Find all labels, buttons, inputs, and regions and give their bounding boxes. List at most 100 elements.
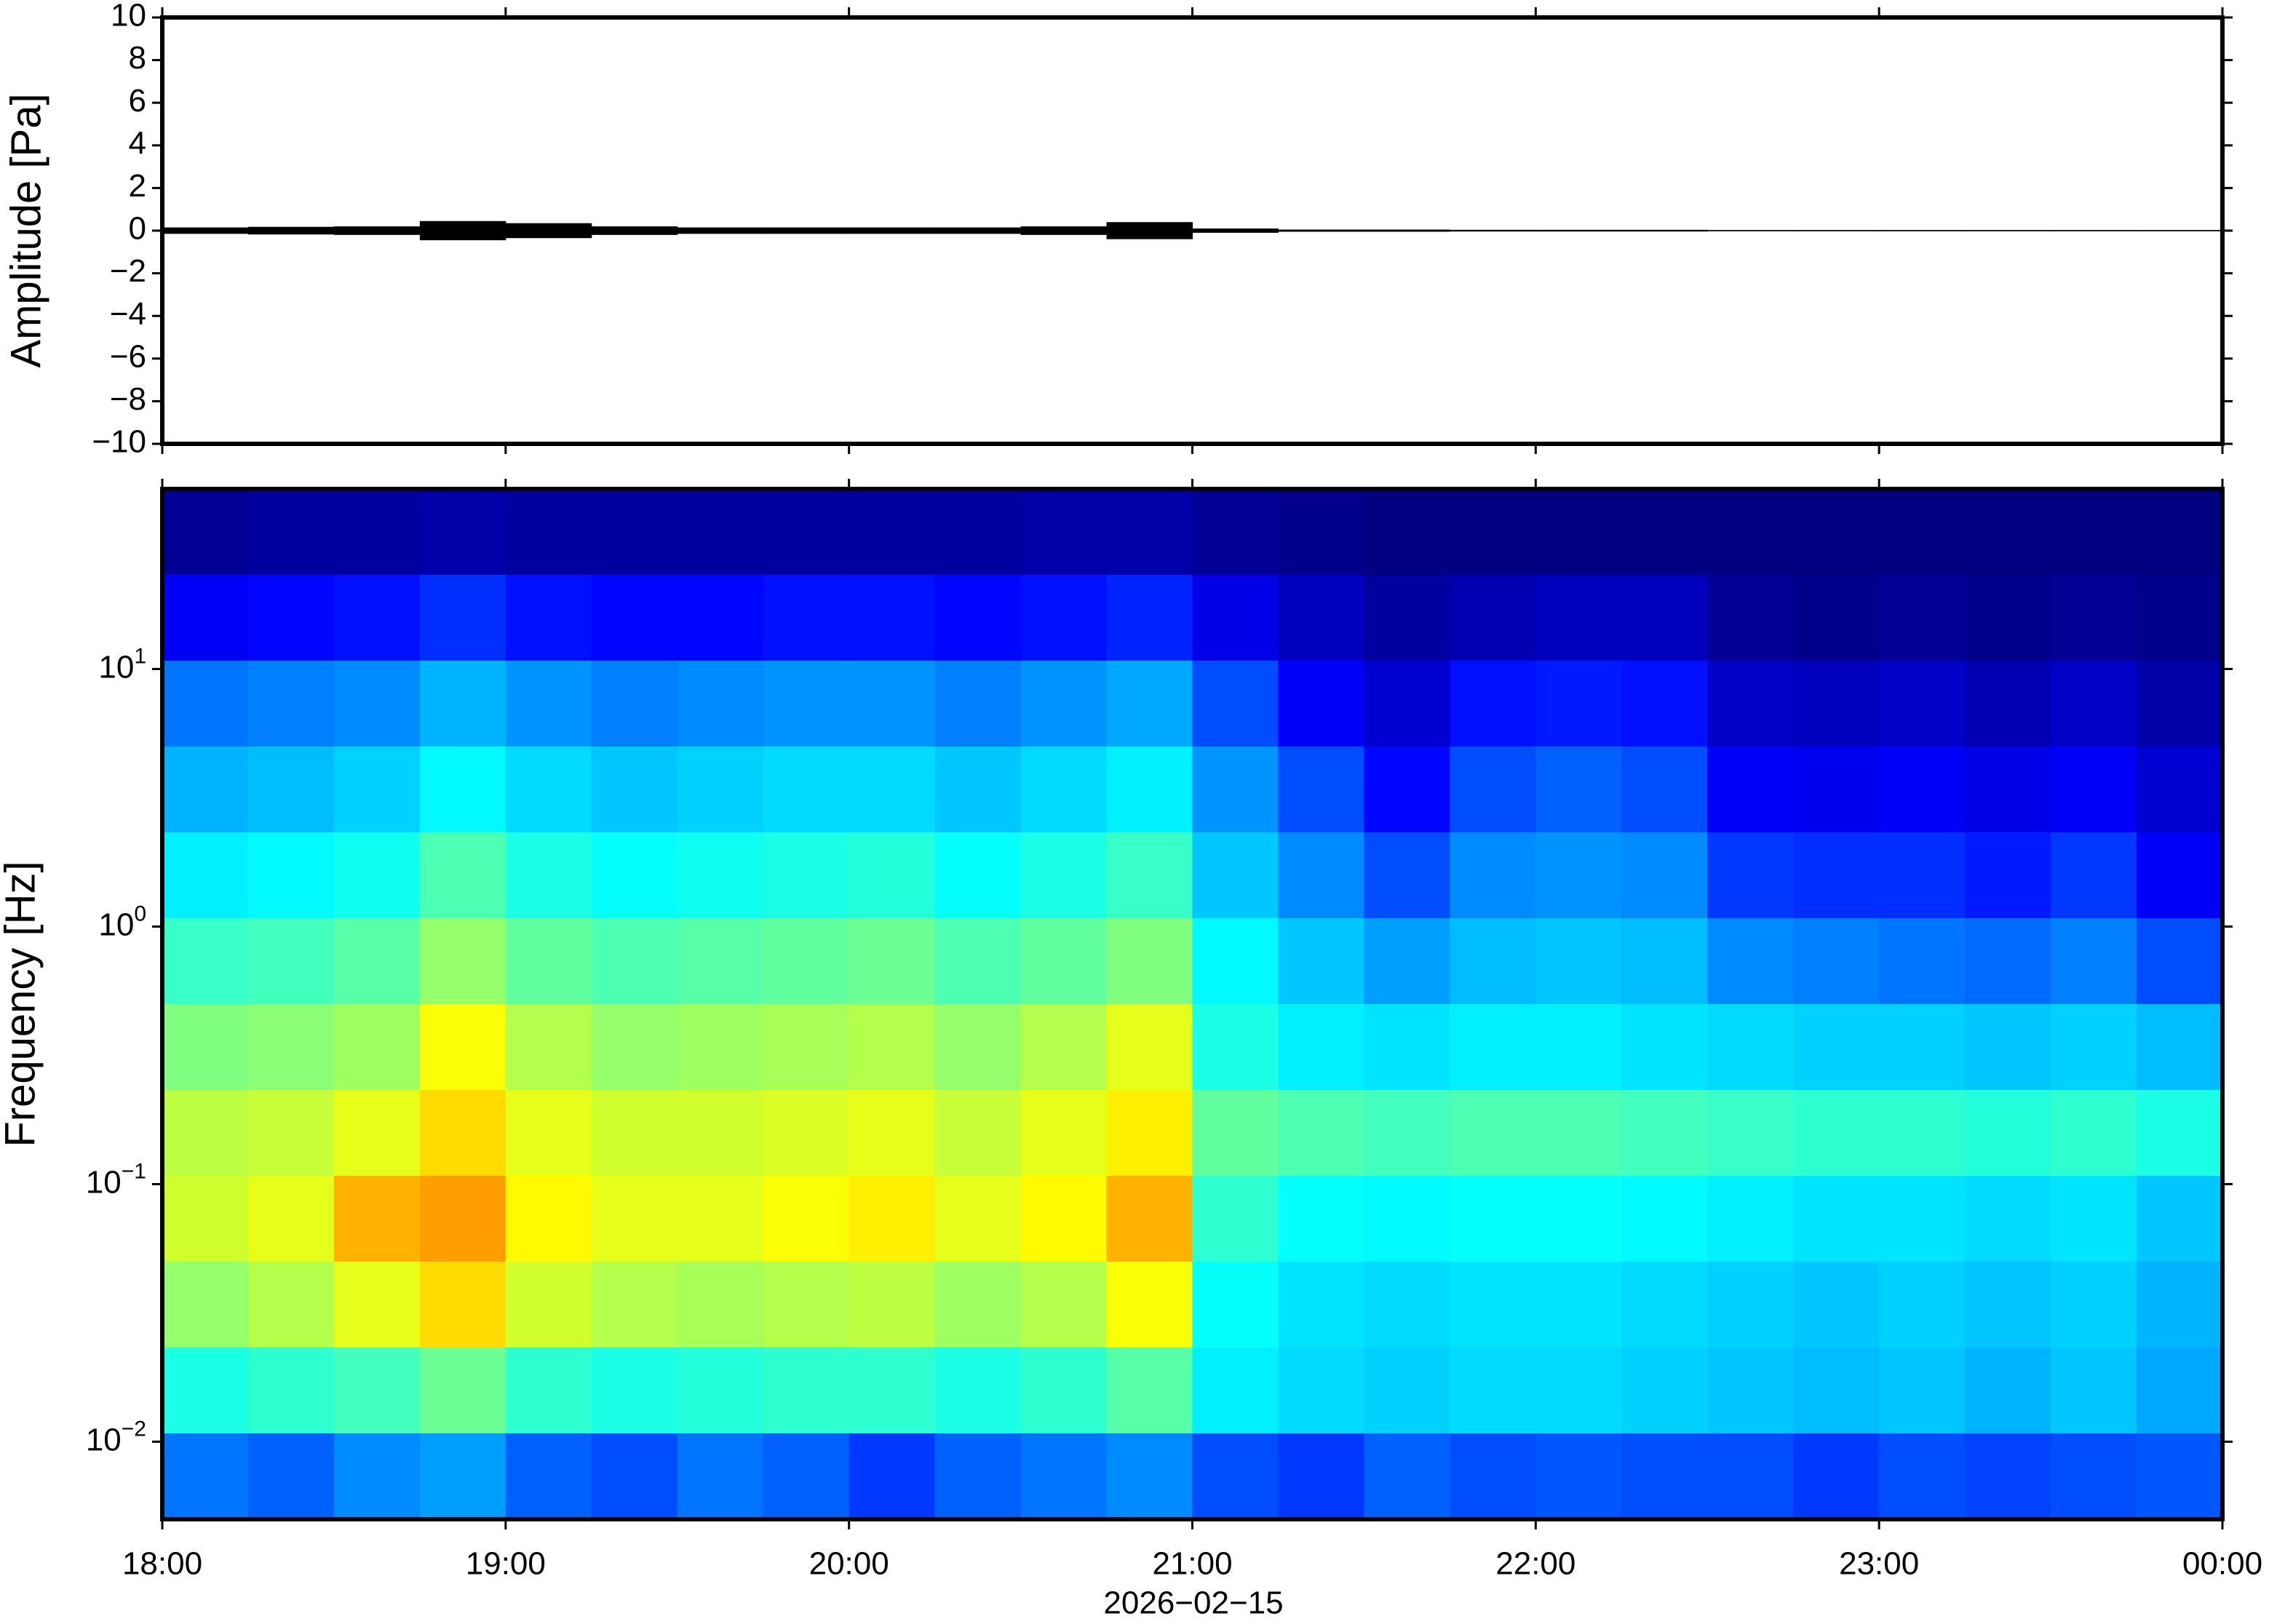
spectrogram-cell (1278, 918, 1365, 1005)
y-tick-label: 101 (98, 644, 146, 685)
spectrogram-cell (333, 1176, 421, 1262)
spectrogram-cell (2051, 1433, 2137, 1520)
spectrogram-cell (1020, 661, 1108, 747)
spectrogram-cell (1192, 661, 1279, 747)
spectrogram-cell (2051, 1348, 2137, 1434)
spectrogram-cell (2051, 1262, 2137, 1348)
spectrogram-cell (1020, 918, 1108, 1005)
spectrogram-cell (1535, 661, 1622, 747)
spectrogram-cell (247, 918, 335, 1005)
spectrogram-cell (1106, 575, 1193, 661)
spectrogram-cell (591, 1348, 678, 1434)
spectrogram-cell (1535, 918, 1622, 1005)
spectrogram-cell (505, 1262, 592, 1348)
spectrogram-cell (162, 489, 249, 576)
waveform-envelope (1278, 229, 1364, 232)
spectrogram-cell (2051, 1090, 2137, 1177)
spectrogram-cell (505, 1090, 592, 1177)
spectrogram-cell (419, 575, 506, 661)
spectrogram-cell (1364, 1176, 1450, 1262)
spectrogram-cell (1278, 832, 1365, 919)
y-tick-label: 8 (129, 40, 146, 76)
spectrogram-cell (2051, 489, 2137, 576)
spectrogram-cell (247, 1348, 335, 1434)
spectrogram-cell (1450, 1004, 1536, 1091)
waveform-envelope (849, 227, 936, 234)
spectrogram-cell (1450, 1433, 1536, 1520)
spectrogram-cell (677, 1176, 764, 1262)
spectrogram-cell (1879, 832, 1966, 919)
y-tick-label: 0 (129, 211, 146, 247)
spectrogram-cell (1020, 489, 1108, 576)
spectrogram-cell (1707, 489, 1794, 576)
spectrogram-cell (1965, 1004, 2051, 1091)
spectrogram-cell (333, 489, 421, 576)
spectrogram-cell (1707, 1348, 1794, 1434)
spectrogram-cell (1965, 489, 2051, 576)
spectrogram-cell (333, 918, 421, 1005)
spectrogram-cell (333, 832, 421, 919)
spectrogram-cell (1450, 489, 1536, 576)
spectrogram-cell (1621, 918, 1708, 1005)
spectrogram-cell (677, 489, 764, 576)
spectrogram-cell (162, 1262, 249, 1348)
spectrogram-cell (1192, 1262, 1279, 1348)
spectrogram-cell (763, 832, 850, 919)
spectrogram-cell (505, 1433, 592, 1520)
spectrogram-cell (1965, 661, 2051, 747)
spectrogram-cell (1793, 1262, 1880, 1348)
spectrogram-cell (934, 747, 1022, 833)
spectrogram-cell (1192, 918, 1279, 1005)
spectrogram-cell (1965, 1262, 2051, 1348)
spectrogram-cell (849, 575, 936, 661)
waveform-envelope (1192, 228, 1279, 233)
spectrogram-cell (677, 1262, 764, 1348)
waveform-envelope (1879, 230, 1966, 231)
tick-base: 10 (86, 1422, 122, 1457)
spectrogram-cell (1965, 1090, 2051, 1177)
spectrogram-cell (1621, 1433, 1708, 1520)
y-tick-label: 10−1 (86, 1159, 146, 1200)
spectrogram-cell (1020, 832, 1108, 919)
y-tick-label: 6 (129, 83, 146, 119)
spectrogram-cell (247, 1176, 335, 1262)
spectrogram-cell (1364, 1262, 1450, 1348)
spectrogram-cell (849, 832, 936, 919)
x-tick-label: 23:00 (1839, 1546, 1919, 1582)
spectrogram-cell (247, 575, 335, 661)
spectrogram-cell (934, 1090, 1022, 1177)
spectrogram-cell (1535, 832, 1622, 919)
spectrogram-cell (763, 1090, 850, 1177)
spectrogram-cell (1364, 1004, 1450, 1091)
spectrogram-cell (162, 661, 249, 747)
spectrogram-cell (1707, 1262, 1794, 1348)
spectrogram-cell (1364, 1348, 1450, 1434)
y-tick-label: 100 (98, 901, 146, 942)
waveform-envelope (1450, 229, 1536, 232)
spectrogram-cell (247, 832, 335, 919)
spectrogram-cell (849, 1004, 936, 1091)
spectrogram-cell (1450, 918, 1536, 1005)
spectrogram-cell (1106, 747, 1193, 833)
spectrogram-cell (591, 1176, 678, 1262)
spectrogram-cell (849, 661, 936, 747)
spectrogram-cell (1364, 489, 1450, 576)
spectrogram-cell (677, 1348, 764, 1434)
spectrogram-cell (1793, 1090, 1880, 1177)
spectrogram-cell (934, 832, 1022, 919)
spectrogram-cell (1020, 1348, 1108, 1434)
spectrogram-cell (1192, 1090, 1279, 1177)
x-tick-label: 19:00 (466, 1546, 546, 1582)
spectrogram-cell (1106, 1348, 1193, 1434)
waveform-envelope (1106, 222, 1193, 239)
spectrogram-cell (1707, 1176, 1794, 1262)
spectrogram-cell (1192, 1433, 1279, 1520)
spectrogram-cell (1793, 661, 1880, 747)
x-tick-label: 18:00 (122, 1546, 202, 1582)
spectrogram-cell (1621, 489, 1708, 576)
spectrogram-cell (2137, 1176, 2223, 1262)
spectrogram-cell (1535, 575, 1622, 661)
spectrogram-cell (1450, 1262, 1536, 1348)
spectrogram-cell (934, 575, 1022, 661)
spectrogram-cell (1793, 1176, 1880, 1262)
